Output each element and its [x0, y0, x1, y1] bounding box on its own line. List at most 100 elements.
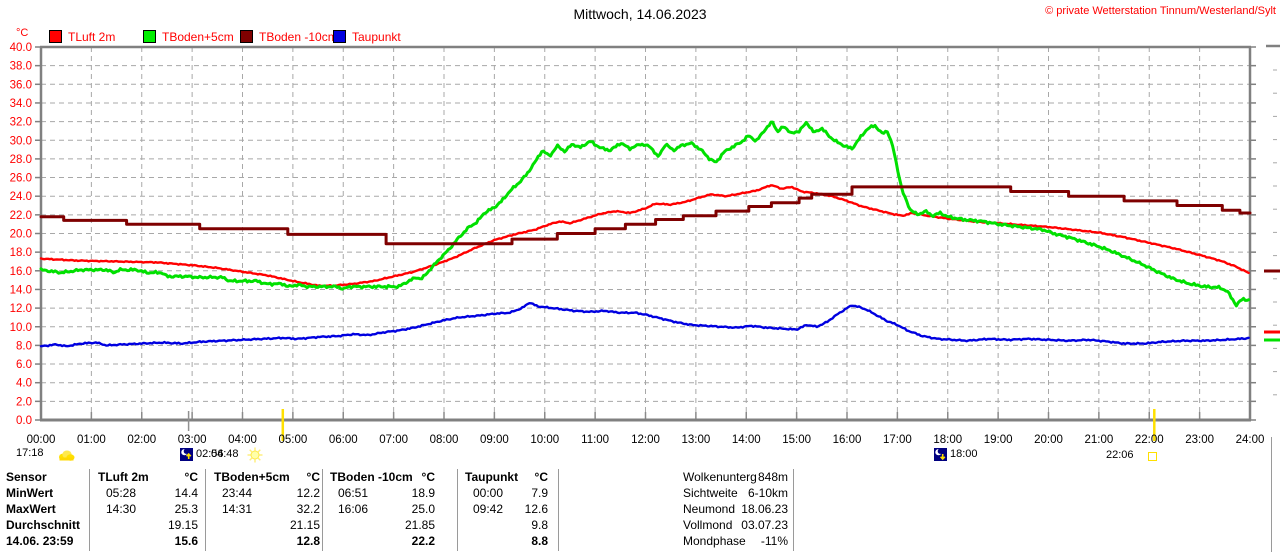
day-length-sun-icon	[59, 450, 75, 461]
y-tick-label: 34.0	[10, 98, 32, 110]
legend-swatch-icon	[240, 30, 253, 43]
legend-label: TBoden+5cm	[162, 30, 234, 44]
max-time: 16:06	[338, 502, 369, 516]
table-separator	[793, 469, 794, 551]
current-value: 8.8	[531, 534, 548, 548]
y-tick-label: 38.0	[10, 61, 32, 73]
x-tick-label: 23:00	[1185, 434, 1214, 446]
info-label: Wolkenunterg	[683, 470, 757, 484]
x-tick-label: 08:00	[430, 434, 459, 446]
legend-item-3: TBoden -10cm	[240, 30, 338, 44]
y-tick-label: 10.0	[10, 322, 32, 334]
info-label: Vollmond	[683, 518, 733, 532]
x-tick-label: 20:00	[1034, 434, 1063, 446]
table-row-label: Sensor	[6, 470, 47, 484]
x-tick-label: 01:00	[77, 434, 106, 446]
avg-value: 21.85	[404, 518, 435, 532]
min-time: 00:00	[473, 486, 504, 500]
x-tick-label: 06:00	[329, 434, 358, 446]
x-tick-label: 11:00	[581, 434, 609, 446]
moonrise-time-label: 02:56	[196, 448, 224, 460]
y-tick-label: 22.0	[10, 210, 32, 222]
current-value: 22.2	[411, 534, 435, 548]
y-tick-label: 26.0	[10, 173, 32, 185]
info-value: 03.07.23	[741, 518, 788, 532]
sunrise-time-label: 04:48	[211, 448, 239, 460]
x-tick-label: 14:00	[732, 434, 761, 446]
sensor-name: TBoden+5cm	[214, 470, 290, 484]
y-tick-label: 14.0	[10, 284, 32, 296]
next-chart-table-separator	[1271, 437, 1272, 552]
y-tick-label: 28.0	[10, 154, 32, 166]
sunset-time-label: 22:06	[1106, 449, 1134, 461]
legend-label: Taupunkt	[352, 30, 401, 44]
table-separator	[89, 469, 90, 551]
table-row-label: 14.06. 23:59	[6, 534, 74, 548]
moonset-time-label: 18:00	[950, 448, 978, 460]
x-tick-label: 09:00	[480, 434, 509, 446]
x-tick-label: 18:00	[933, 434, 962, 446]
sensor-name: Taupunkt	[465, 470, 519, 484]
table-row-label: Durchschnitt	[6, 518, 81, 532]
min-value: 7.9	[531, 486, 548, 500]
info-label: Neumond	[683, 502, 736, 516]
table-separator	[457, 469, 458, 551]
max-value: 12.6	[524, 502, 548, 516]
day-length-label: 17:18	[16, 447, 44, 459]
table-row-label: MinWert	[6, 486, 54, 500]
x-tick-label: 07:00	[379, 434, 408, 446]
page-title: Mittwoch, 14.06.2023	[573, 6, 707, 22]
sensor-name: TBoden -10cm	[330, 470, 413, 484]
series-tluft-2m	[39, 184, 1250, 288]
max-time: 09:42	[473, 502, 504, 516]
min-value: 14.4	[174, 486, 198, 500]
info-label: Sichtweite	[683, 486, 738, 500]
y-tick-label: 2.0	[16, 396, 32, 408]
y-tick-label: 8.0	[16, 340, 32, 352]
y-tick-label: 18.0	[10, 247, 32, 259]
series-tboden-10cm	[39, 185, 1252, 246]
sensor-name: TLuft 2m	[98, 470, 149, 484]
info-label: Mondphase	[683, 534, 746, 548]
current-value: 12.8	[296, 534, 320, 548]
legend-swatch-icon	[49, 30, 62, 43]
x-tick-label: 24:00	[1236, 434, 1265, 446]
temperature-chart: 40.0 38.0 36.0 34.0 32.0 30.0 28.0 26.0 24.0 22.0…	[10, 42, 1280, 446]
table-separator	[322, 469, 323, 551]
current-value: 15.6	[174, 534, 198, 548]
max-value: 32.2	[296, 502, 320, 516]
moonset-icon	[934, 448, 947, 461]
legend-swatch-icon	[143, 30, 156, 43]
info-value: -11%	[760, 534, 788, 548]
y-tick-label: 40.0	[10, 42, 32, 54]
avg-value: 21.15	[289, 518, 320, 532]
min-value: 12.2	[296, 486, 320, 500]
avg-value: 9.8	[531, 518, 548, 532]
x-tick-label: 22:00	[1135, 434, 1164, 446]
info-value: 848m	[757, 470, 788, 484]
y-tick-label: 16.0	[10, 266, 32, 278]
sensor-unit: °C	[184, 470, 198, 484]
max-time: 14:30	[106, 502, 137, 516]
x-tick-label: 00:00	[27, 434, 56, 446]
min-time: 06:51	[338, 486, 369, 500]
legend-item-1: TLuft 2m	[49, 30, 116, 44]
sunset-sun-icon	[1148, 452, 1157, 461]
sunrise-sun-icon	[247, 447, 263, 463]
x-tick-label: 16:00	[833, 434, 862, 446]
y-tick-label: 36.0	[10, 79, 32, 91]
min-time: 23:44	[222, 486, 253, 500]
x-tick-label: 05:00	[278, 434, 307, 446]
y-tick-label: 32.0	[10, 117, 32, 129]
max-value: 25.0	[411, 502, 435, 516]
y-tick-label: 6.0	[16, 359, 32, 371]
moonrise-icon	[180, 448, 193, 461]
series-tboden+5cm	[39, 120, 1251, 308]
max-value: 25.3	[174, 502, 198, 516]
x-tick-label: 12:00	[631, 434, 660, 446]
legend-label: TLuft 2m	[68, 30, 116, 44]
min-time: 05:28	[106, 486, 137, 500]
legend-item-2: TBoden+5cm	[143, 30, 234, 44]
x-tick-label: 02:00	[127, 434, 156, 446]
y-tick-label: 4.0	[16, 378, 32, 390]
